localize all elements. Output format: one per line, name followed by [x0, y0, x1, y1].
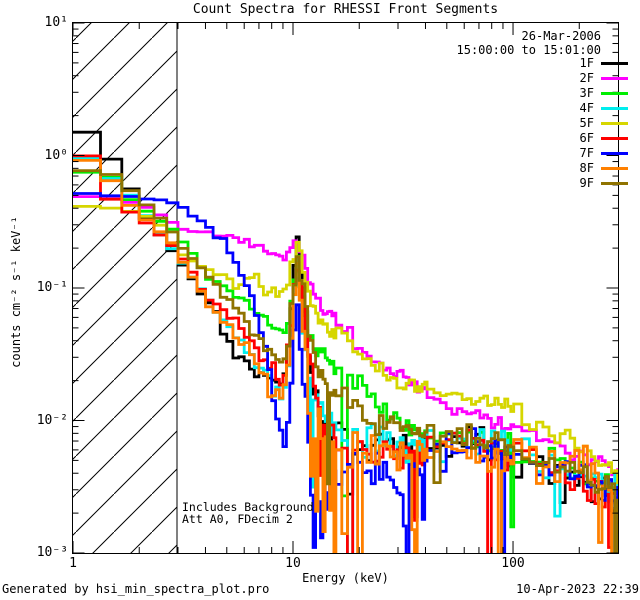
spectrum-curve-2F	[73, 195, 619, 477]
y-tick-label-1e-1: 10⁻¹	[36, 280, 68, 295]
legend-swatch-7F	[601, 152, 628, 155]
spectrum-curve-8F	[73, 159, 619, 554]
x-axis-label: Energy (keV)	[302, 571, 389, 585]
x-tick-label-1: 1	[69, 556, 77, 571]
legend: 1F 2F 3F 4F 5F 6F 7F 8F 9F	[580, 56, 628, 191]
legend-item-9F: 9F	[580, 176, 628, 191]
legend-swatch-5F	[601, 122, 628, 125]
legend-swatch-1F	[601, 62, 628, 65]
legend-item-5F: 5F	[580, 116, 628, 131]
legend-label-2F: 2F	[579, 71, 594, 85]
annotation-attenuator-state: Att A0, FDecim 2	[182, 512, 293, 526]
credit-program: Generated by hsi_min_spectra_plot.pro	[2, 582, 270, 596]
x-tick-label-100: 100	[501, 556, 525, 571]
legend-item-7F: 7F	[580, 146, 628, 161]
spectra-curves	[73, 130, 619, 554]
credit-timestamp: 10-Apr-2023 22:39	[516, 582, 639, 596]
legend-item-6F: 6F	[580, 131, 628, 146]
legend-swatch-2F	[601, 77, 628, 80]
chart-title: Count Spectra for RHESSI Front Segments	[192, 2, 499, 17]
legend-label-6F: 6F	[579, 131, 594, 145]
y-tick-label-1e0: 10⁰	[44, 147, 68, 163]
y-tick-label-1e1: 10¹	[44, 15, 68, 30]
legend-item-1F: 1F	[580, 56, 628, 71]
y-tick-label-1e-3: 10⁻³	[36, 545, 68, 560]
legend-label-4F: 4F	[579, 101, 594, 115]
legend-item-8F: 8F	[580, 161, 628, 176]
legend-swatch-9F	[601, 182, 628, 185]
legend-label-8F: 8F	[579, 161, 594, 175]
low-energy-hatch-region	[73, 23, 177, 553]
legend-item-4F: 4F	[580, 101, 628, 116]
legend-item-2F: 2F	[580, 71, 628, 86]
legend-swatch-8F	[601, 167, 628, 170]
legend-swatch-4F	[601, 107, 628, 110]
x-tick-label-10: 10	[285, 556, 301, 571]
spectrum-curve-5F	[73, 205, 619, 485]
legend-swatch-6F	[601, 137, 628, 140]
legend-label-9F: 9F	[579, 176, 594, 190]
legend-label-5F: 5F	[579, 116, 594, 130]
annotation-includes-background: Includes Background	[182, 500, 314, 514]
plot-border	[72, 22, 619, 554]
legend-label-1F: 1F	[579, 56, 594, 70]
legend-label-3F: 3F	[579, 86, 594, 100]
spectrum-curve-9F	[73, 169, 619, 554]
legend-item-3F: 3F	[580, 86, 628, 101]
legend-swatch-3F	[601, 92, 628, 95]
observation-time-range: 15:00:00 to 15:01:00	[456, 43, 602, 57]
observation-date: 26-Mar-2006	[521, 29, 601, 43]
legend-label-7F: 7F	[579, 146, 594, 160]
axes-frame	[72, 22, 619, 554]
y-tick-label-1e-2: 10⁻²	[36, 412, 68, 428]
